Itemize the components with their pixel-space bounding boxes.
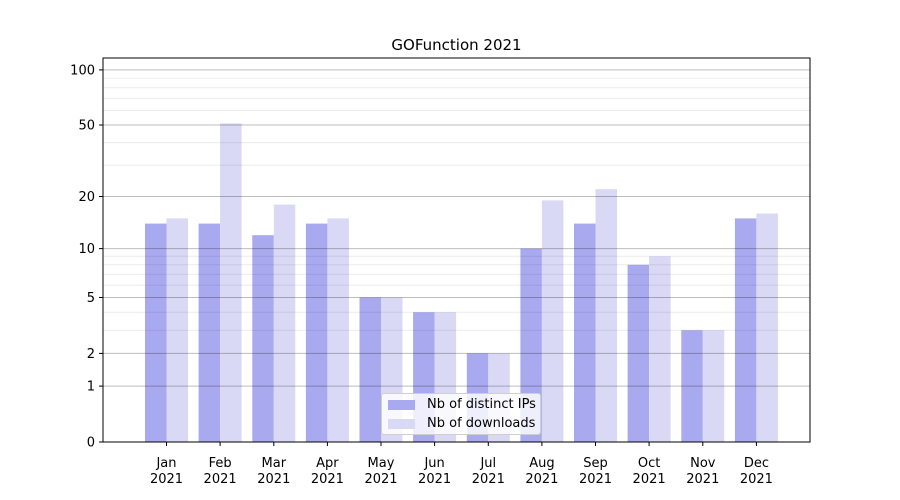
legend-item-downloads: Nb of downloads [388, 416, 540, 431]
x-tick-label-year: 2021 [311, 472, 344, 487]
bar-nb-of-downloads-aug [541, 200, 564, 442]
x-tick-label-year: 2021 [364, 472, 397, 487]
legend-label-downloads: Nb of downloads [427, 416, 536, 431]
bar-nb-of-distinct-ips-may [359, 297, 381, 442]
bar-nb-of-downloads-mar [273, 204, 296, 442]
x-tick-label-month: Jun [423, 456, 444, 471]
legend-item-distinct-ips: Nb of distinct IPs [388, 397, 540, 412]
x-tick-label-month: Oct [638, 456, 660, 471]
y-tick-label: 2 [87, 347, 95, 362]
plot-border [102, 57, 811, 443]
bar-nb-of-downloads-sep [595, 189, 617, 442]
x-tick-label-year: 2021 [472, 472, 505, 487]
bar-nb-of-downloads-feb [220, 123, 242, 443]
bar-nb-of-distinct-ips-sep [574, 223, 596, 442]
y-tick-label: 20 [78, 190, 95, 205]
x-tick-label-year: 2021 [740, 472, 773, 487]
x-tick-label-month: Jan [155, 456, 176, 471]
x-tick-label-month: Dec [744, 456, 769, 471]
x-tick-label-year: 2021 [525, 472, 558, 487]
bar-nb-of-distinct-ips-dec [734, 218, 757, 442]
x-tick-label-month: Apr [316, 456, 339, 471]
bar-nb-of-downloads-oct [649, 256, 671, 442]
x-tick-label-month: Sep [583, 456, 608, 471]
x-tick-label-year: 2021 [150, 472, 183, 487]
bar-nb-of-downloads-nov [702, 330, 725, 442]
y-tick-label: 10 [78, 242, 95, 257]
x-tick-label-month: Jul [479, 456, 496, 471]
bar-nb-of-downloads-dec [756, 213, 778, 442]
bar-nb-of-downloads-jan [166, 218, 188, 442]
legend-label-distinct-ips: Nb of distinct IPs [427, 397, 536, 412]
x-tick-label-month: Feb [209, 456, 232, 471]
bar-nb-of-distinct-ips-jan [145, 223, 167, 442]
x-tick-label-year: 2021 [257, 472, 290, 487]
x-tick-label-year: 2021 [204, 472, 237, 487]
y-tick-label: 50 [78, 119, 95, 134]
legend-swatch-distinct-ips [388, 399, 415, 410]
legend: Nb of distinct IPs Nb of downloads [381, 393, 541, 435]
x-tick-label-year: 2021 [418, 472, 451, 487]
legend-swatch-downloads [388, 418, 415, 429]
y-tick-label: 0 [87, 436, 95, 451]
y-tick-label: 5 [87, 291, 95, 306]
bar-nb-of-distinct-ips-apr [305, 223, 328, 442]
x-tick-label-month: May [368, 456, 395, 471]
bar-nb-of-distinct-ips-feb [198, 223, 221, 442]
y-tick-label: 1 [87, 380, 95, 395]
x-tick-label-month: Aug [529, 456, 554, 471]
x-tick-label-month: Mar [262, 456, 287, 471]
bar-nb-of-distinct-ips-nov [681, 330, 703, 442]
chart-title: GOFunction 2021 [391, 36, 522, 54]
x-tick-label-year: 2021 [633, 472, 666, 487]
x-tick-label-month: Nov [690, 456, 716, 471]
bar-nb-of-downloads-apr [327, 218, 349, 442]
y-tick-label: 100 [70, 63, 95, 78]
bar-nb-of-distinct-ips-oct [627, 264, 650, 442]
x-tick-label-year: 2021 [686, 472, 719, 487]
x-tick-label-year: 2021 [579, 472, 612, 487]
bar-nb-of-distinct-ips-mar [252, 235, 274, 442]
